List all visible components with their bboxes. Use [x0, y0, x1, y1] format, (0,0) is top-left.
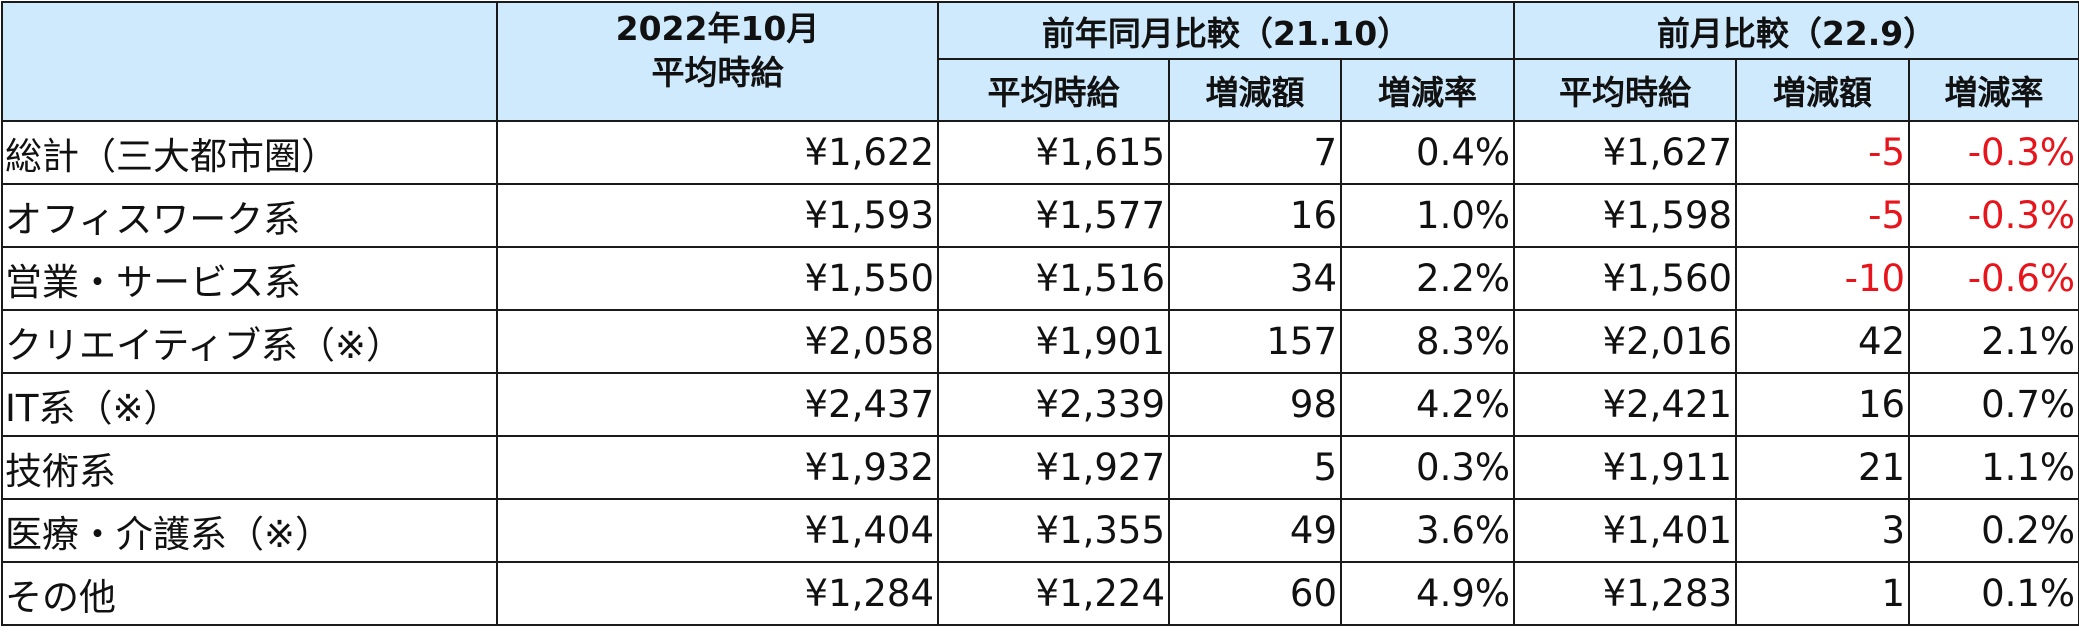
- row-label: 医療・介護系（※）: [1, 498, 498, 563]
- cell: 60: [1168, 561, 1342, 626]
- corner-cell: [1, 1, 498, 122]
- cell: ¥2,339: [937, 372, 1170, 437]
- cell: 16: [1735, 372, 1911, 437]
- cell: 5: [1168, 435, 1342, 500]
- cell: ¥2,016: [1513, 309, 1738, 374]
- cell: ¥2,058: [496, 309, 939, 374]
- cell: ¥1,901: [937, 309, 1170, 374]
- cell: -5: [1735, 120, 1911, 185]
- row-label: オフィスワーク系: [1, 183, 498, 248]
- cell: ¥2,437: [496, 372, 939, 437]
- cell: -10: [1735, 246, 1911, 311]
- row-label: 技術系: [1, 435, 498, 500]
- cell: 0.2%: [1908, 498, 2079, 563]
- row-label: クリエイティブ系（※）: [1, 309, 498, 374]
- cell: 4.2%: [1339, 372, 1516, 437]
- sub-header: 増減額: [1168, 58, 1342, 122]
- cell: 0.4%: [1339, 120, 1516, 185]
- cell: 16: [1168, 183, 1342, 248]
- cell: ¥1,911: [1513, 435, 1738, 500]
- cell: ¥1,932: [496, 435, 939, 500]
- table-body: 総計（三大都市圏） ¥1,622 ¥1,615 7 0.4% ¥1,627 -5 -0.3% オ…: [1, 120, 2079, 626]
- sub-header: 平均時給: [937, 58, 1170, 122]
- cell: 4.9%: [1339, 561, 1516, 626]
- cell: ¥1,550: [496, 246, 939, 311]
- cell: 21: [1735, 435, 1911, 500]
- cell: ¥1,598: [1513, 183, 1738, 248]
- header-line: 平均時給: [651, 53, 784, 92]
- cell: ¥1,560: [1513, 246, 1738, 311]
- cell: ¥1,593: [496, 183, 939, 248]
- current-header: 2022年10月 平均時給: [496, 1, 939, 122]
- cell: ¥1,622: [496, 120, 939, 185]
- cell: ¥1,284: [496, 561, 939, 626]
- sub-header: 増減率: [1339, 58, 1516, 122]
- row-label: 営業・サービス系: [1, 246, 498, 311]
- sub-header: 増減率: [1908, 58, 2079, 122]
- table-row: 医療・介護系（※） ¥1,404 ¥1,355 49 3.6% ¥1,401 3 0.2%: [1, 498, 2079, 563]
- cell: 98: [1168, 372, 1342, 437]
- cell: ¥1,627: [1513, 120, 1738, 185]
- cell: ¥2,421: [1513, 372, 1738, 437]
- cell: -0.3%: [1908, 183, 2079, 248]
- yoy-header: 前年同月比較（21.10）: [936, 1, 1516, 60]
- row-label: その他: [1, 561, 498, 626]
- cell: ¥1,516: [937, 246, 1170, 311]
- row-label: 総計（三大都市圏）: [1, 120, 498, 185]
- table-row: オフィスワーク系 ¥1,593 ¥1,577 16 1.0% ¥1,598 -5 -0.3%: [1, 183, 2079, 248]
- cell: 34: [1168, 246, 1342, 311]
- cell: ¥1,615: [937, 120, 1170, 185]
- sub-header-row: 平均時給 増減額 増減率 平均時給 増減額 増減率: [2, 58, 2079, 122]
- mom-header: 前月比較（22.9）: [1513, 1, 2079, 60]
- cell: 42: [1735, 309, 1911, 374]
- cell: 1: [1735, 561, 1911, 626]
- cell: -0.3%: [1908, 120, 2079, 185]
- sub-header: 増減額: [1735, 58, 1911, 122]
- cell: 7: [1168, 120, 1342, 185]
- cell: 2.1%: [1908, 309, 2079, 374]
- cell: -0.6%: [1908, 246, 2079, 311]
- cell: -5: [1735, 183, 1911, 248]
- cell: 1.0%: [1339, 183, 1516, 248]
- cell: 49: [1168, 498, 1342, 563]
- sub-header: 平均時給: [1513, 58, 1738, 122]
- row-label: IT系（※）: [1, 372, 498, 437]
- cell: ¥1,355: [937, 498, 1170, 563]
- cell: ¥1,283: [1513, 561, 1738, 626]
- table-row: 営業・サービス系 ¥1,550 ¥1,516 34 2.2% ¥1,560 -10 -0.6%: [1, 246, 2079, 311]
- cell: ¥1,577: [937, 183, 1170, 248]
- wage-table: 2022年10月 平均時給 前年同月比較（21.10） 前月比較（22.9） 平均…: [1, 1, 2079, 626]
- table-row: 技術系 ¥1,932 ¥1,927 5 0.3% ¥1,911 21 1.1%: [1, 435, 2079, 500]
- cell: ¥1,927: [937, 435, 1170, 500]
- cell: ¥1,401: [1513, 498, 1738, 563]
- cell: ¥1,224: [937, 561, 1170, 626]
- table-row: IT系（※） ¥2,437 ¥2,339 98 4.2% ¥2,421 16 0.7%: [1, 372, 2079, 437]
- header-line: 2022年10月: [615, 9, 820, 48]
- cell: 3.6%: [1339, 498, 1516, 563]
- table-row: その他 ¥1,284 ¥1,224 60 4.9% ¥1,283 1 0.1%: [1, 561, 2079, 626]
- cell: 0.1%: [1908, 561, 2079, 626]
- cell: 2.2%: [1339, 246, 1516, 311]
- table-row: 総計（三大都市圏） ¥1,622 ¥1,615 7 0.4% ¥1,627 -5 -0.3%: [1, 120, 2079, 185]
- cell: 0.3%: [1339, 435, 1516, 500]
- cell: ¥1,404: [496, 498, 939, 563]
- cell: 3: [1735, 498, 1911, 563]
- cell: 0.7%: [1908, 372, 2079, 437]
- table-row: クリエイティブ系（※） ¥2,058 ¥1,901 157 8.3% ¥2,016 42 2.…: [1, 309, 2079, 374]
- cell: 8.3%: [1339, 309, 1516, 374]
- cell: 1.1%: [1908, 435, 2079, 500]
- cell: 157: [1168, 309, 1342, 374]
